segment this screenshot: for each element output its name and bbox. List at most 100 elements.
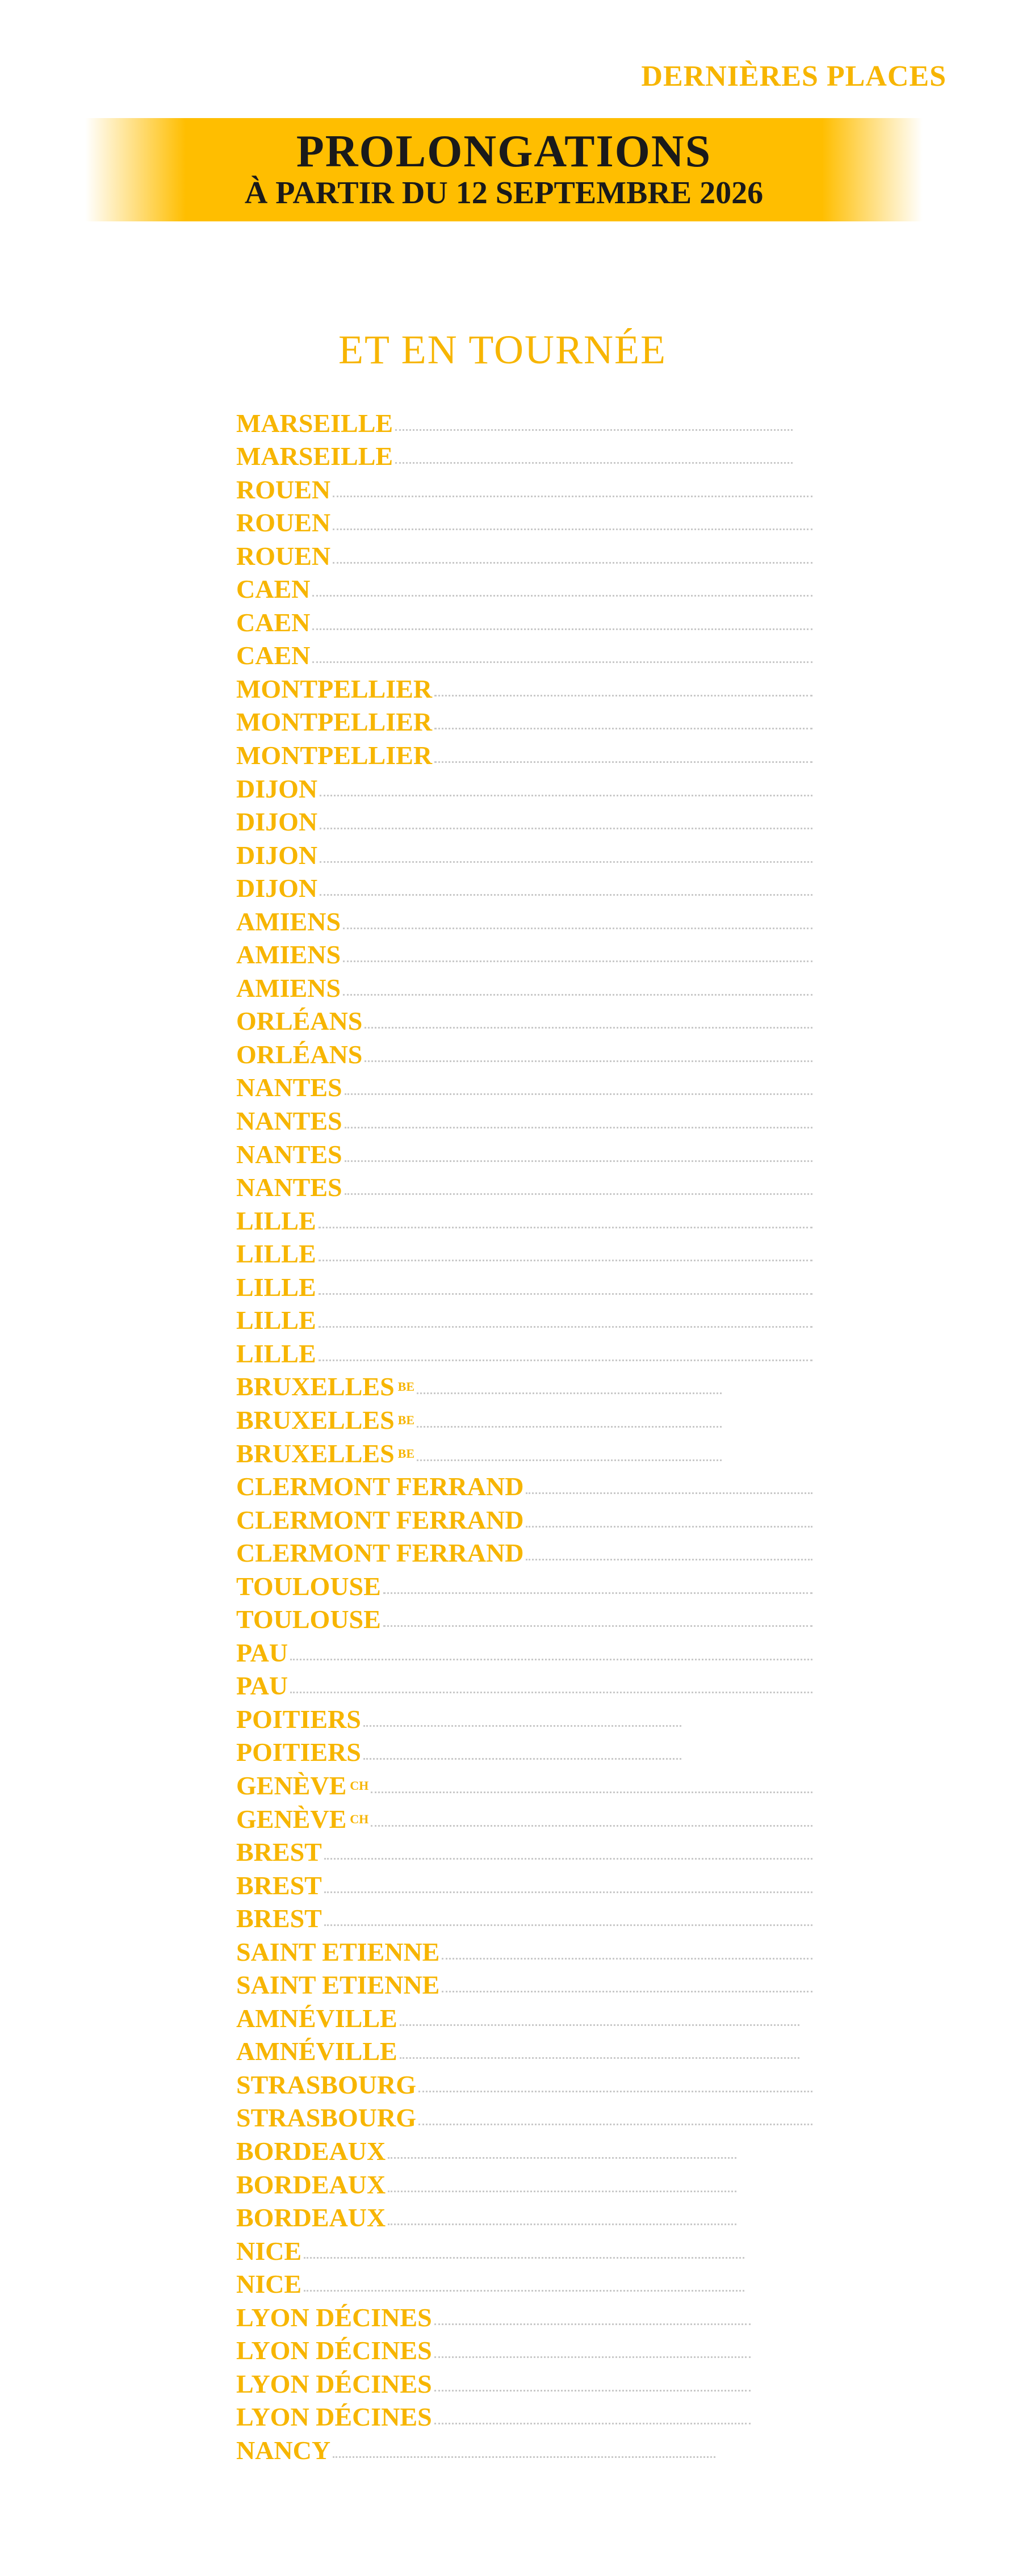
dot-leader — [318, 1226, 812, 1228]
dot-leader — [320, 794, 813, 796]
tour-row: NANTES — [236, 1169, 815, 1202]
tour-row: NICE — [236, 2265, 815, 2299]
city: AMNÉVILLE — [236, 2003, 397, 2033]
dot-leader — [290, 1658, 813, 1660]
banner-title: PROLONGATIONS — [296, 127, 712, 177]
tour-row: AMIENS — [236, 969, 815, 1002]
dot-leader — [434, 2389, 751, 2392]
dot-leader — [344, 1127, 812, 1129]
city: NANTES — [236, 1073, 342, 1102]
city: LYON DÉCINES — [236, 2402, 432, 2432]
dot-leader — [418, 2090, 812, 2092]
tour-row: POITIERS — [236, 1734, 815, 1767]
city: AMIENS — [236, 940, 341, 970]
dot-leader — [383, 1625, 812, 1627]
dot-leader — [344, 1093, 812, 1096]
dot-leader — [324, 1924, 812, 1927]
tour-row: NANCY — [236, 2431, 815, 2465]
country-code: BE — [397, 1412, 415, 1427]
dot-leader — [312, 661, 813, 664]
tour-row: ROUEN — [236, 471, 815, 504]
city: AMIENS — [236, 973, 341, 1002]
city: LILLE — [236, 1339, 316, 1368]
dot-leader — [434, 761, 813, 763]
city: DIJON — [236, 874, 318, 903]
dot-leader — [371, 1791, 813, 1793]
dot-leader — [290, 1692, 813, 1694]
tour-row: LILLE — [236, 1302, 815, 1335]
tour-row: ROUEN — [236, 537, 815, 570]
tour-row: TOULOUSE — [236, 1567, 815, 1601]
city: AMIENS — [236, 907, 341, 936]
dot-leader — [383, 1592, 812, 1594]
country-code: BE — [397, 1379, 415, 1394]
tour-row: LILLE — [236, 1335, 815, 1368]
dot-leader — [344, 1193, 812, 1195]
city: NICE — [236, 2269, 302, 2299]
city: PAU — [236, 1638, 288, 1667]
city: BREST — [236, 1870, 322, 1900]
city: MONTPELLIER — [236, 707, 433, 737]
city: ROUEN — [236, 475, 331, 504]
dot-leader — [304, 2256, 745, 2259]
tour-row: BRUXELLES BE — [236, 1368, 815, 1402]
tour-row: LYON DÉCINES — [236, 2398, 815, 2432]
city: PAU — [236, 1671, 288, 1701]
tour-row: MARSEILLE — [236, 404, 815, 438]
city: NANTES — [236, 1173, 342, 1202]
dot-leader — [434, 2356, 751, 2359]
tour-row: LYON DÉCINES — [236, 2298, 815, 2332]
tour-row: ROUEN — [236, 504, 815, 538]
dot-leader — [320, 828, 813, 830]
tour-row: TOULOUSE — [236, 1601, 815, 1634]
tour-row: MONTPELLIER — [236, 670, 815, 703]
dot-leader — [333, 528, 813, 531]
city: GENÈVE — [236, 1771, 347, 1800]
city: MONTPELLIER — [236, 674, 433, 703]
city: NANTES — [236, 1139, 342, 1169]
dot-leader — [304, 2290, 745, 2292]
city: LILLE — [236, 1239, 316, 1269]
dot-leader — [365, 1027, 813, 1029]
dot-leader — [344, 1160, 812, 1162]
tour-row: DIJON — [236, 836, 815, 870]
tour-row: STRASBOURG — [236, 2099, 815, 2133]
dot-leader — [318, 1359, 812, 1361]
dot-leader — [395, 462, 793, 464]
city: LYON DÉCINES — [236, 2336, 432, 2365]
dot-leader — [442, 1991, 813, 1993]
city: ROUEN — [236, 508, 331, 538]
dot-leader — [418, 2124, 812, 2126]
dot-leader — [434, 728, 813, 730]
city: GENÈVE — [236, 1804, 347, 1834]
dot-leader — [318, 1293, 812, 1295]
country-code: CH — [350, 1778, 369, 1793]
city: CAEN — [236, 607, 311, 637]
tour-row: GENÈVE CH — [236, 1767, 815, 1800]
city: NANTES — [236, 1106, 342, 1136]
dot-leader — [526, 1525, 813, 1528]
city: NICE — [236, 2236, 302, 2265]
city: CLERMONT FERRAND — [236, 1505, 524, 1534]
tour-row: CLERMONT FERRAND — [236, 1468, 815, 1501]
city: BREST — [236, 1904, 322, 1933]
tour-row: MARSEILLE — [236, 438, 815, 471]
city: STRASBOURG — [236, 2070, 416, 2099]
dot-leader — [312, 595, 813, 597]
city: LILLE — [236, 1206, 316, 1235]
dot-leader — [324, 1891, 812, 1893]
tour-row: BREST — [236, 1866, 815, 1900]
tour-row: LYON DÉCINES — [236, 2365, 815, 2398]
tour-row: CAEN — [236, 570, 815, 604]
tour-row: MONTPELLIER — [236, 736, 815, 770]
dot-leader — [363, 1725, 681, 1727]
dot-leader — [320, 861, 813, 863]
city: LYON DÉCINES — [236, 2369, 432, 2398]
tour-title: ET EN TOURNÉE — [338, 327, 667, 372]
dot-leader — [395, 429, 793, 431]
tour-row: NANTES — [236, 1135, 815, 1169]
tour-row: BORDEAUX — [236, 2199, 815, 2233]
tour-row: STRASBOURG — [236, 2066, 815, 2099]
city: BRUXELLES — [236, 1405, 395, 1434]
